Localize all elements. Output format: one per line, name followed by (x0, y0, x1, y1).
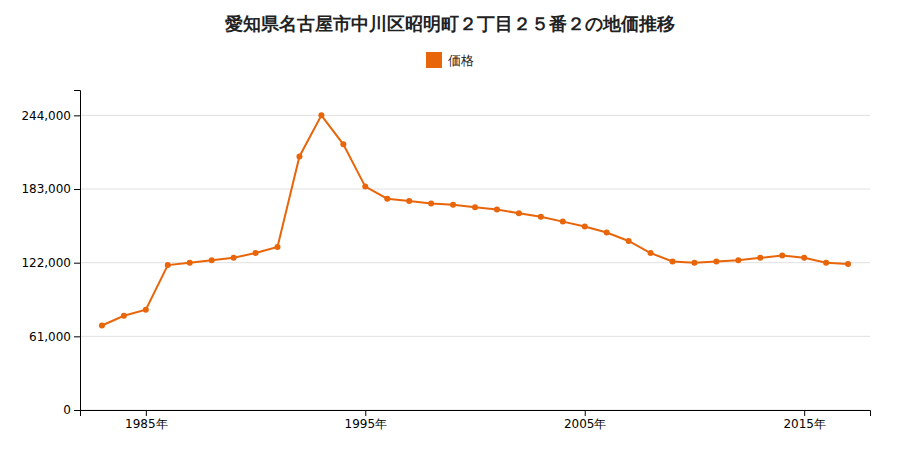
title: 愛知県名古屋市中川区昭明町２丁目２５番２の地価推移 (225, 13, 675, 34)
x-tick-mark (365, 410, 366, 416)
legend-item: 価格 (426, 52, 474, 68)
point (691, 260, 697, 266)
point (845, 261, 851, 267)
x-tick: 2015年 (783, 410, 826, 431)
point (516, 210, 522, 216)
x-tick-label: 1985年 (125, 417, 168, 431)
legend: 価格 (426, 52, 474, 68)
y-tick-mark (74, 189, 80, 190)
point (231, 255, 237, 261)
x-tick: 1995年 (345, 410, 388, 431)
legend-swatch (426, 52, 442, 68)
point (648, 250, 654, 256)
x-tick-mark (804, 410, 805, 416)
x-tick-label: 2015年 (783, 417, 826, 431)
series-group (99, 112, 851, 328)
point (296, 153, 302, 159)
point (362, 184, 368, 190)
point (99, 322, 105, 328)
x-tick: 2005年 (564, 410, 607, 431)
x-tick-label: 2005年 (564, 417, 607, 431)
y-tick-label: 0 (63, 403, 71, 417)
point (757, 255, 763, 261)
point (165, 262, 171, 268)
y-tick-mark (74, 263, 80, 264)
grid (80, 115, 870, 410)
y-tick: 183,000 (21, 182, 80, 196)
point (275, 244, 281, 250)
grid-line (80, 115, 870, 116)
y-tick: 61,000 (29, 330, 80, 344)
point (318, 112, 324, 118)
point (670, 258, 676, 264)
y-tick: 0 (63, 403, 80, 417)
x-tick-label: 1995年 (345, 417, 388, 431)
line (102, 115, 848, 325)
point (779, 252, 785, 258)
background (0, 0, 900, 450)
point (143, 307, 149, 313)
y-axis-line (74, 91, 81, 411)
point (538, 214, 544, 220)
point (121, 313, 127, 319)
y-tick-label: 61,000 (29, 330, 71, 344)
y-tick-label: 244,000 (21, 109, 71, 123)
point (560, 219, 566, 225)
chart: 愛知県名古屋市中川区昭明町２丁目２５番２の地価推移 1985年 1995年 2005年… (0, 0, 900, 450)
point (494, 207, 500, 213)
y-tick: 244,000 (21, 109, 80, 123)
y-axis: 0 61,000 122,000 183,000 244,000 (21, 91, 80, 418)
point (713, 258, 719, 264)
point (735, 257, 741, 263)
y-tick-mark (74, 336, 80, 337)
grid-line (80, 336, 870, 337)
point (384, 196, 390, 202)
point (450, 202, 456, 208)
point (209, 257, 215, 263)
grid-line (80, 189, 870, 190)
y-tick-mark (74, 115, 80, 116)
x-axis-line (81, 411, 871, 417)
point (472, 204, 478, 210)
x-tick: 1985年 (125, 410, 168, 431)
point (801, 255, 807, 261)
x-axis: 1985年 1995年 2005年 2015年 (81, 410, 871, 431)
y-tick-label: 122,000 (21, 256, 71, 270)
x-tick-mark (146, 410, 147, 416)
point (626, 238, 632, 244)
plot: 1985年 1995年 2005年 2015年 0 61,000 122,000 183,00… (21, 91, 870, 431)
point (406, 198, 412, 204)
point (253, 250, 259, 256)
point (823, 260, 829, 266)
point (604, 229, 610, 235)
point (582, 223, 588, 229)
y-tick-mark (74, 410, 80, 411)
y-tick-label: 183,000 (21, 182, 71, 196)
x-tick-mark (585, 410, 586, 416)
y-tick: 122,000 (21, 256, 80, 270)
legend-label: 価格 (448, 53, 474, 68)
point (340, 141, 346, 147)
point (187, 260, 193, 266)
point (428, 201, 434, 207)
